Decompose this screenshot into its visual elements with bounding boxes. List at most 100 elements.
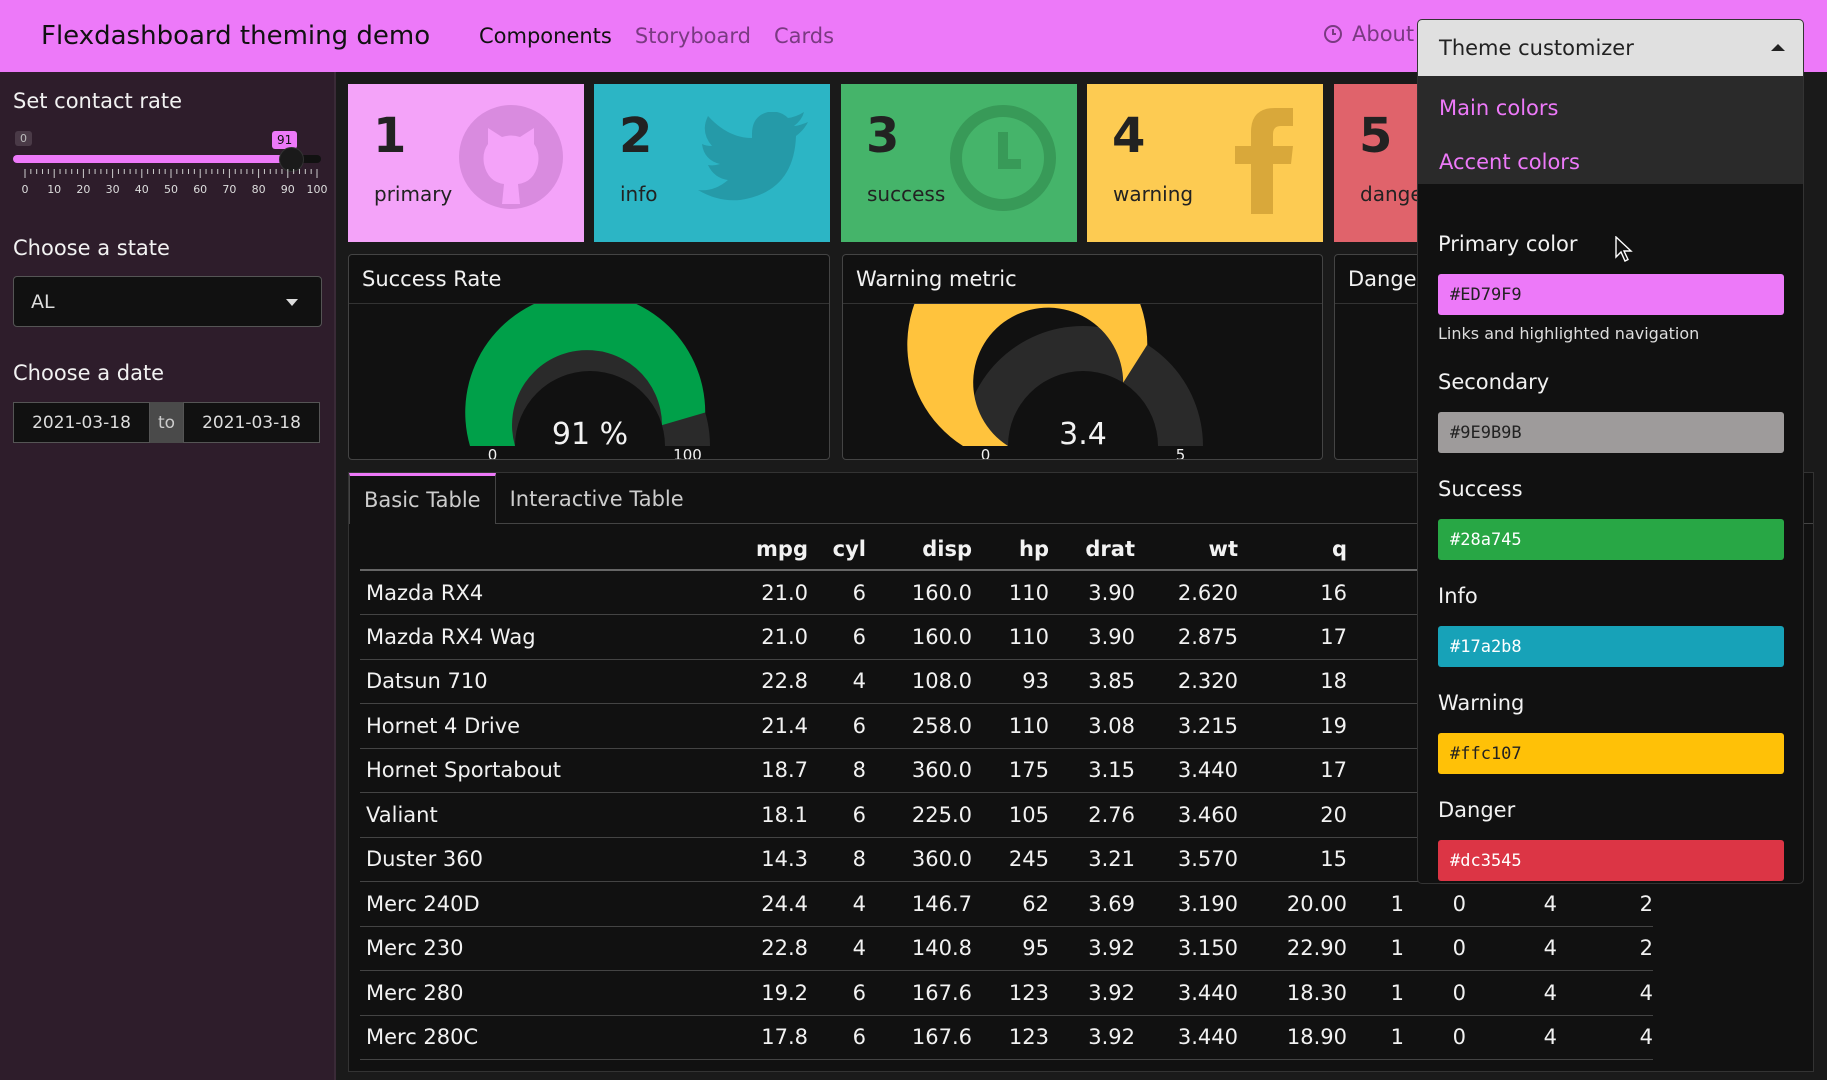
table-cell: 3.08: [1049, 703, 1135, 749]
value-box-caption: danger: [1360, 182, 1424, 206]
tab-interactive-table[interactable]: Interactive Table: [509, 486, 684, 511]
table-cell: 21.4: [720, 703, 808, 749]
warning-color-label: Warning: [1438, 691, 1525, 715]
table-cell: 3.21: [1049, 837, 1135, 882]
row-name-cell: Hornet 4 Drive: [360, 703, 720, 749]
table-cell: 6: [808, 970, 866, 1016]
value-box-caption: info: [620, 182, 658, 206]
contact-rate-slider[interactable]: 0 91 0 10 20 30 40 50 60 70 80 90 100: [13, 127, 328, 207]
chevron-down-icon: [286, 299, 298, 306]
table-row: Merc 280 19.2 6 167.6 123 3.92 3.440 18.30 1 0 4 4: [360, 970, 1653, 1016]
table-cell: [1347, 614, 1404, 660]
table-cell: 15: [1238, 837, 1347, 882]
success-gauge: 91 % 0 100: [465, 304, 710, 460]
slider-ticks: [24, 169, 318, 178]
value-box-number: 2: [619, 108, 653, 164]
nav-link-about[interactable]: About: [1323, 22, 1414, 46]
nav-link-storyboard[interactable]: Storyboard: [634, 24, 751, 48]
table-cell: 22.90: [1238, 926, 1347, 971]
state-select-value: AL: [31, 290, 55, 313]
table-cell: 3.15: [1049, 748, 1135, 793]
column-header: drat: [1049, 529, 1135, 571]
value-box-caption: success: [867, 182, 946, 206]
warning-color-input[interactable]: #ffc107: [1438, 733, 1784, 774]
gauge-value-label: 3.4: [1059, 417, 1107, 452]
slider-tick-label: 100: [306, 183, 328, 196]
success-color-label: Success: [1438, 477, 1523, 501]
value-box-warning: 4 warning: [1087, 84, 1323, 242]
row-name-cell: Mazda RX4: [360, 570, 720, 615]
slider-handle[interactable]: [278, 147, 304, 172]
table-cell: 19.2: [720, 970, 808, 1016]
tab-basic-table[interactable]: Basic Table: [349, 473, 496, 524]
table-cell: 3.440: [1135, 1015, 1238, 1060]
chevron-up-icon[interactable]: [1771, 44, 1785, 51]
sidebar: Set contact rate 0 91 0 10 20 30 40 50 60 70 80 9…: [0, 72, 336, 1080]
clock-icon: [950, 105, 1056, 211]
table-cell: 0: [1404, 970, 1466, 1016]
table-cell: 18.90: [1238, 1015, 1347, 1060]
table-cell: 14.3: [720, 837, 808, 882]
value-box-caption: primary: [374, 182, 453, 206]
theme-customizer-header[interactable]: Theme customizer: [1418, 20, 1803, 76]
table-cell: 3.570: [1135, 837, 1238, 882]
table-cell: [1347, 659, 1404, 704]
brand-title[interactable]: Flexdashboard theming demo: [41, 21, 431, 51]
table-cell: 245: [972, 837, 1049, 882]
date-separator: to: [150, 402, 183, 443]
table-cell: 3.92: [1049, 1015, 1135, 1060]
value-box-danger: 5 danger: [1334, 84, 1424, 242]
table-cell: 225.0: [866, 792, 972, 838]
slider-min-label: 0: [15, 131, 32, 146]
slider-tick-label: 60: [193, 183, 208, 196]
gauge-card-success: Success Rate 91 % 0 100: [348, 254, 830, 460]
slider-tick-label: 80: [251, 183, 266, 196]
table-cell: 2: [1557, 881, 1653, 927]
row-name-cell: Merc 240D: [360, 881, 720, 927]
table-cell: 18.30: [1238, 970, 1347, 1016]
row-name-cell: Merc 280: [360, 970, 720, 1016]
table-cell: 4: [808, 659, 866, 704]
table-cell: 2.76: [1049, 792, 1135, 838]
warning-gauge: 3.4 0 5: [907, 304, 1203, 459]
primary-color-help: Links and highlighted navigation: [1438, 324, 1700, 343]
primary-color-input[interactable]: #ED79F9: [1438, 274, 1784, 315]
table-cell: 3.92: [1049, 926, 1135, 971]
state-select[interactable]: AL: [13, 276, 322, 327]
table-cell: 6: [808, 1015, 866, 1060]
secondary-color-input[interactable]: #9E9B9B: [1438, 412, 1784, 453]
nav-link-components[interactable]: Components: [479, 24, 612, 48]
table-cell: 6: [808, 614, 866, 660]
gauge-max-label: 100: [673, 446, 702, 460]
table-cell: 1: [1347, 1015, 1404, 1060]
table-cell: 123: [972, 970, 1049, 1016]
table-cell: 167.6: [866, 970, 972, 1016]
success-color-input[interactable]: #28a745: [1438, 519, 1784, 560]
slider-tick-label: 70: [222, 183, 237, 196]
row-name-cell: Mazda RX4 Wag: [360, 614, 720, 660]
table-cell: 4: [1557, 970, 1653, 1016]
table-cell: [1347, 570, 1404, 615]
table-cell: 3.69: [1049, 881, 1135, 927]
table-cell: 140.8: [866, 926, 972, 971]
info-color-input[interactable]: #17a2b8: [1438, 626, 1784, 667]
table-cell: [1347, 748, 1404, 793]
menu-item-main-colors[interactable]: Main colors: [1439, 96, 1559, 120]
table-cell: 3.150: [1135, 926, 1238, 971]
date-end-input[interactable]: 2021-03-18: [183, 402, 320, 443]
table-cell: 3.440: [1135, 748, 1238, 793]
table-cell: [1347, 792, 1404, 838]
gauge-value-arc: [907, 304, 1148, 446]
about-label: About: [1352, 22, 1415, 46]
nav-link-cards[interactable]: Cards: [774, 24, 835, 48]
danger-color-input[interactable]: #dc3545: [1438, 840, 1784, 881]
table-cell: 20: [1238, 792, 1347, 838]
value-box-number: 1: [373, 108, 407, 164]
table-cell: 62: [972, 881, 1049, 927]
date-start-input[interactable]: 2021-03-18: [13, 402, 150, 443]
mouse-cursor-icon: [1615, 236, 1633, 262]
table-cell: 2.320: [1135, 659, 1238, 704]
gauge-min-label: 0: [488, 446, 498, 460]
menu-item-accent-colors[interactable]: Accent colors: [1439, 150, 1580, 174]
row-name-cell: Datsun 710: [360, 659, 720, 704]
